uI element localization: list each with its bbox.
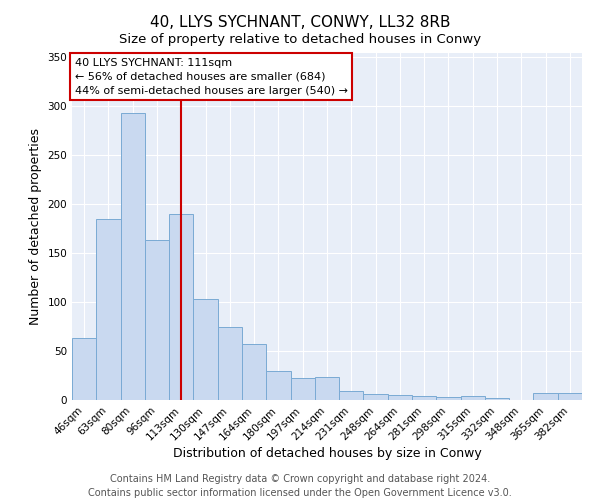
Bar	[72, 338, 96, 400]
Bar	[96, 219, 121, 400]
Bar	[461, 396, 485, 400]
Bar	[412, 396, 436, 400]
Bar	[388, 395, 412, 400]
Bar	[558, 393, 582, 400]
Text: 40 LLYS SYCHNANT: 111sqm
← 56% of detached houses are smaller (684)
44% of semi-: 40 LLYS SYCHNANT: 111sqm ← 56% of detach…	[74, 58, 347, 96]
Y-axis label: Number of detached properties: Number of detached properties	[29, 128, 42, 325]
Bar	[242, 344, 266, 400]
Bar	[169, 214, 193, 400]
Bar	[218, 326, 242, 400]
Bar	[193, 299, 218, 400]
Bar	[145, 240, 169, 400]
Bar	[339, 391, 364, 400]
Text: Contains HM Land Registry data © Crown copyright and database right 2024.
Contai: Contains HM Land Registry data © Crown c…	[88, 474, 512, 498]
Bar	[533, 393, 558, 400]
Bar	[315, 378, 339, 400]
Bar	[436, 397, 461, 400]
Bar	[121, 113, 145, 400]
X-axis label: Distribution of detached houses by size in Conwy: Distribution of detached houses by size …	[173, 448, 481, 460]
Bar	[290, 378, 315, 400]
Bar	[485, 398, 509, 400]
Text: Size of property relative to detached houses in Conwy: Size of property relative to detached ho…	[119, 32, 481, 46]
Bar	[364, 394, 388, 400]
Bar	[266, 370, 290, 400]
Text: 40, LLYS SYCHNANT, CONWY, LL32 8RB: 40, LLYS SYCHNANT, CONWY, LL32 8RB	[150, 15, 450, 30]
